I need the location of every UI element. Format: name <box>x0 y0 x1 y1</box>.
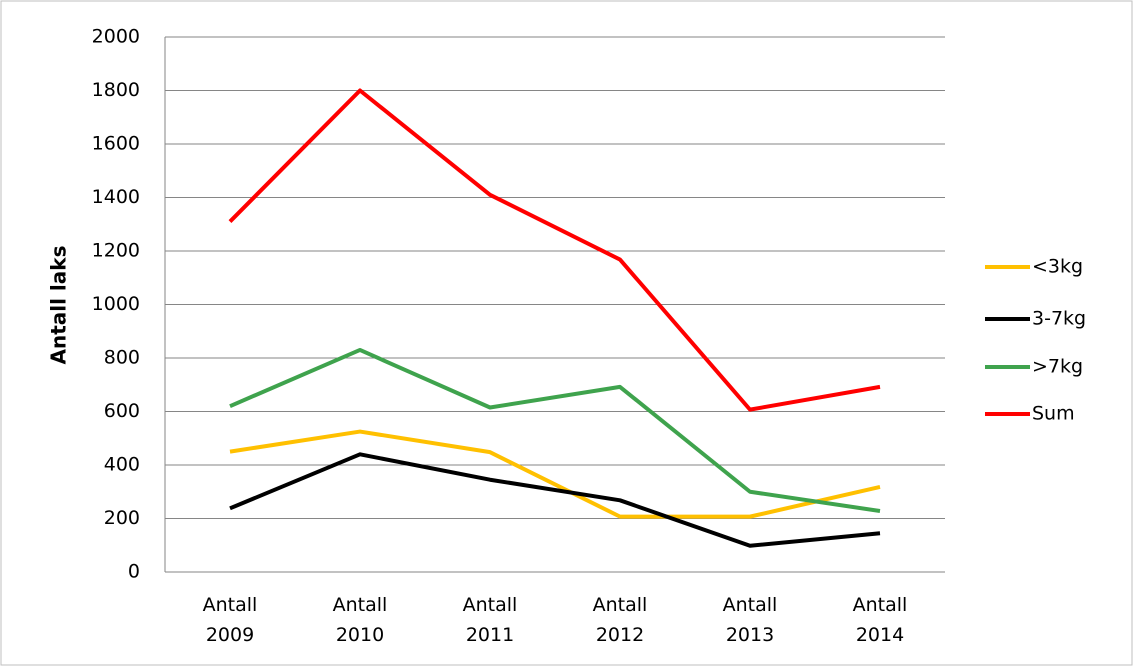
y-tick-label: 1200 <box>92 240 140 262</box>
y-tick-label: 0 <box>128 561 140 583</box>
x-tick-label: Antall 2011 <box>462 594 518 646</box>
y-tick-label: 200 <box>104 507 140 529</box>
y-tick-label: 1800 <box>92 79 140 101</box>
y-tick-label: 2000 <box>92 26 140 48</box>
y-tick-label: 1000 <box>92 293 140 315</box>
series-line <box>229 429 881 519</box>
x-tick-label: Antall 2009 <box>202 594 258 646</box>
series-line <box>228 88 881 412</box>
series-line <box>229 452 881 548</box>
series-line <box>229 347 881 513</box>
legend-label: <3kg <box>1032 256 1083 278</box>
legend-label: 3-7kg <box>1032 308 1086 330</box>
legend-label: Sum <box>1032 403 1075 425</box>
y-tick-label: 800 <box>104 347 140 369</box>
y-tick-label: 600 <box>104 400 140 422</box>
x-tick-label: Antall 2012 <box>592 594 648 646</box>
x-tick-label: Antall 2014 <box>852 594 908 646</box>
x-tick-label: Antall 2013 <box>722 594 778 646</box>
x-tick-label: Antall 2010 <box>332 594 388 646</box>
y-tick-label: 1400 <box>92 186 140 208</box>
legend-label: >7kg <box>1032 356 1083 378</box>
y-tick-label: 1600 <box>92 133 140 155</box>
y-tick-label: 400 <box>104 454 140 476</box>
y-axis-title: Antall laks <box>47 245 71 364</box>
